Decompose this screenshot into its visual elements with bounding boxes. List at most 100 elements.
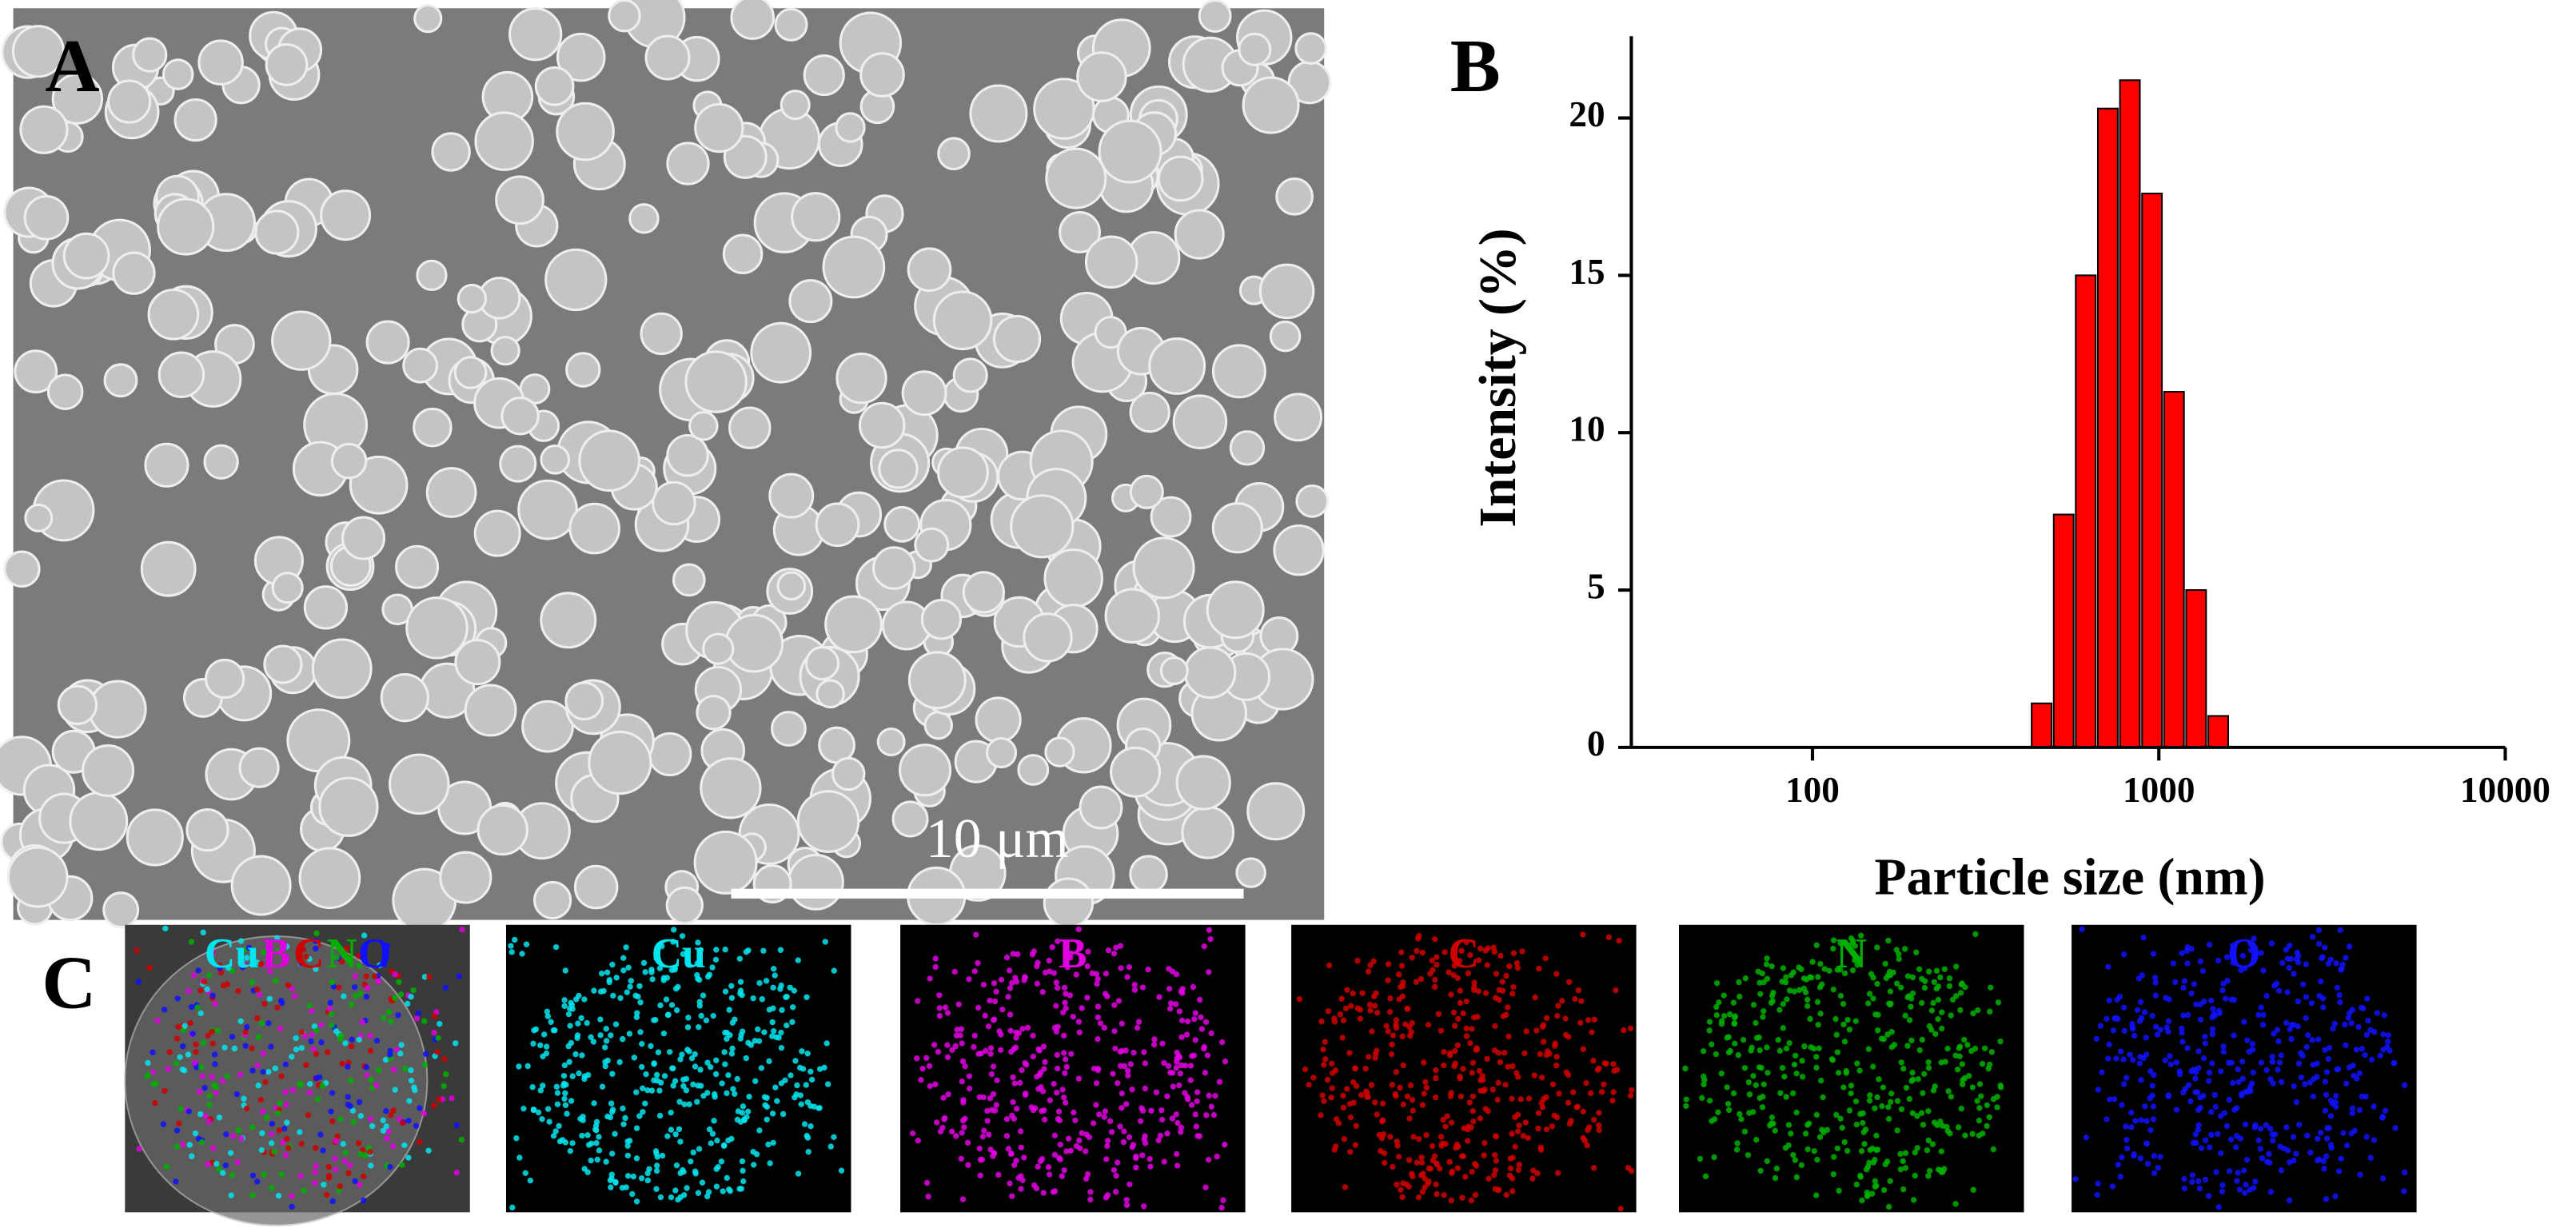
eds-dot [1956, 1043, 1964, 1050]
eds-dot [1061, 1032, 1067, 1039]
eds-dot [713, 1057, 720, 1063]
eds-dot [1457, 1073, 1463, 1080]
eds-dot [590, 1039, 597, 1045]
eds-dot [235, 987, 241, 995]
eds-dot [735, 1108, 742, 1114]
eds-dot [2143, 1051, 2150, 1058]
eds-dot [1517, 1096, 1524, 1102]
eds-dot [681, 1101, 688, 1107]
eds-dot [1296, 995, 1303, 1003]
eds-dot [1310, 1075, 1317, 1081]
eds-dot [368, 1162, 374, 1169]
eds-dot [2323, 1195, 2330, 1202]
eds-dot [804, 1134, 811, 1141]
eds-dot [1450, 1009, 1457, 1016]
eds-dot [2181, 1175, 2187, 1182]
eds-dot [275, 1192, 282, 1199]
eds-dot [179, 1067, 186, 1073]
eds-dot [677, 1138, 684, 1145]
eds-dot [193, 1041, 199, 1048]
eds-dot [740, 1103, 747, 1110]
element-label: Cu [652, 929, 706, 977]
eds-dot [2163, 1024, 2170, 1031]
eds-dot [2315, 1156, 2323, 1162]
eds-dot [308, 1038, 314, 1045]
particle [578, 429, 640, 492]
eds-dot [2252, 1178, 2259, 1185]
eds-dot [1896, 951, 1902, 958]
eds-dot [1169, 1115, 1176, 1122]
eds-dot [540, 1082, 546, 1089]
eds-dot [1804, 1122, 1811, 1128]
eds-dot [1329, 1070, 1336, 1076]
eds-dot [567, 1147, 573, 1154]
eds-dot [2207, 1109, 2215, 1115]
eds-dot [291, 993, 298, 999]
eds-dot [1318, 1112, 1324, 1118]
eds-dot [2270, 1080, 2276, 1086]
eds-dot [421, 974, 429, 980]
eds-dot [1848, 1090, 1854, 1097]
eds-dot [1589, 1029, 1595, 1035]
eds-dot [1938, 1059, 1944, 1066]
eds-dot [2299, 1052, 2306, 1059]
eds-dot [1780, 1001, 1787, 1007]
eds-dot [1580, 1046, 1587, 1053]
eds-dot [739, 1158, 746, 1165]
eds-dot [2337, 999, 2343, 1006]
eds-dot [1844, 1147, 1851, 1154]
eds-dot [1536, 965, 1542, 972]
eds-dot [1870, 995, 1876, 1002]
eds-dot [798, 1101, 804, 1107]
eds-dot [2197, 958, 2203, 965]
eds-dot [1063, 991, 1069, 997]
eds-dot [2270, 1138, 2276, 1144]
eds-dot [1173, 1150, 1180, 1158]
eds-dot [1769, 963, 1775, 970]
eds-dot [2157, 1027, 2164, 1033]
eds-dot [2348, 1020, 2355, 1027]
eds-dot [808, 1076, 815, 1083]
eds-dot [999, 1007, 1006, 1013]
eds-dot [677, 1056, 684, 1063]
eds-dot [552, 1128, 559, 1134]
eds-dot [1924, 1147, 1931, 1154]
eds-dot [329, 979, 336, 986]
eds-dot [1627, 1025, 1634, 1032]
eds-dot [640, 1109, 646, 1115]
eds-dot [1409, 1170, 1415, 1177]
eds-dot [1832, 1015, 1839, 1023]
eds-dot [1987, 1008, 1993, 1015]
eds-dot [578, 1015, 584, 1022]
eds-dot [1399, 1033, 1406, 1040]
eds-dot [1410, 1107, 1416, 1114]
eds-dot [2283, 947, 2290, 953]
eds-dot [1455, 1015, 1461, 1023]
eds-dot [655, 1049, 662, 1055]
eds-dot [2117, 1174, 2124, 1180]
eds-dot [1208, 1103, 1214, 1110]
eds-dot [362, 1152, 369, 1159]
eds-dot [417, 1105, 423, 1111]
eds-dot [1036, 1047, 1043, 1054]
eds-dot [268, 1140, 275, 1146]
eds-dot [636, 983, 643, 990]
eds-dot [1459, 1194, 1465, 1201]
eds-dot [1457, 987, 1463, 994]
eds-dot [1492, 1151, 1498, 1158]
eds-dot [1467, 951, 1473, 959]
eds-dot [2150, 1116, 2157, 1122]
eds-dot [805, 1148, 811, 1155]
particle [1242, 76, 1300, 134]
eds-dot [313, 1162, 319, 1169]
eds-dot [2152, 1023, 2159, 1030]
eds-dot [1115, 998, 1123, 1004]
eds-dot [2202, 1137, 2209, 1144]
eds-dot [1054, 1090, 1060, 1096]
eds-dot [2298, 1074, 2305, 1081]
eds-dot [2359, 1046, 2366, 1052]
eds-dot [2116, 993, 2123, 1000]
eds-dot [1482, 990, 1489, 996]
eds-dot [278, 1073, 285, 1079]
eds-dot [1718, 1018, 1725, 1024]
